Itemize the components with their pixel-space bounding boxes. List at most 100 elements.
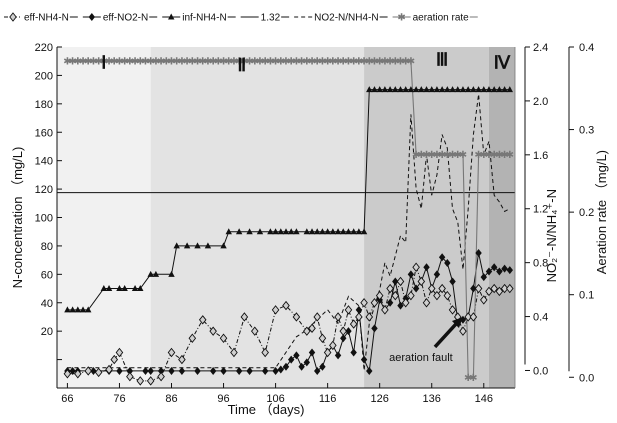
y-right1-tick-label-2: 0.8	[533, 258, 548, 270]
point-inf-nh4-n-41	[366, 86, 373, 93]
point-eff-nh4-n-4	[105, 364, 113, 375]
point-aeration-rate-9: ✱	[110, 57, 118, 68]
point-eff-no2-n-17	[246, 366, 253, 375]
point-eff-nh4-n-43	[401, 298, 410, 308]
point-eff-nh4-n-31	[339, 326, 348, 336]
point-aeration-rate-67: ✱	[412, 150, 420, 161]
point-aeration-rate-33: ✱	[235, 57, 243, 68]
legend-marker-eff-nh4-n	[9, 12, 17, 22]
point-inf-nh4-n-15	[183, 242, 191, 249]
point-eff-nh4-n-46	[417, 276, 426, 287]
point-aeration-rate-23: ✱	[183, 57, 191, 68]
point-eff-nh4-n-33	[349, 319, 358, 329]
point-eff-no2-n-52	[444, 258, 451, 267]
point-eff-nh4-n-49	[433, 290, 441, 301]
annotation-text: aeration fault	[389, 352, 453, 364]
y-left-tick-label-10: 200	[35, 70, 53, 82]
point-eff-no2-n-63	[501, 264, 508, 273]
phase-label-2: Ⅱ	[237, 55, 246, 75]
point-aeration-rate-2: ✱	[74, 57, 82, 68]
point-eff-no2-n-57	[470, 284, 477, 293]
point-aeration-rate-0: ✱	[63, 57, 71, 68]
point-eff-nh4-n-35	[360, 298, 368, 308]
point-eff-no2-n-13	[194, 366, 201, 375]
point-aeration-rate-54: ✱	[344, 57, 352, 68]
point-eff-nh4-n-16	[219, 333, 228, 343]
y-left-tick-label-4: 80	[41, 241, 53, 253]
point-aeration-rate-52: ✱	[334, 57, 342, 68]
point-eff-nh4-n-50	[438, 283, 446, 294]
point-aeration-rate-45: ✱	[297, 57, 305, 68]
legend-label-no2-n-nh4-n: NO2-N/NH4-N	[314, 13, 378, 24]
point-inf-nh4-n-64	[485, 86, 493, 93]
point-inf-nh4-n-25	[277, 228, 284, 235]
point-inf-nh4-n-2	[74, 306, 82, 313]
legend-marker-eff-no2-n	[88, 13, 96, 21]
point-eff-no2-n-32	[340, 334, 347, 343]
annotation-arrow-head	[451, 316, 463, 328]
point-aeration-rate-81: ✱	[485, 150, 493, 161]
point-eff-nh4-n-0	[63, 369, 72, 379]
point-aeration-rate-15: ✱	[141, 57, 149, 68]
point-aeration-rate-74: ✱	[448, 150, 456, 161]
y-right1-tick-label-0: 0.0	[533, 365, 548, 377]
x-tick-label-6: 126	[371, 393, 389, 405]
point-aeration-rate-14: ✱	[136, 57, 144, 68]
x-tick-label-0: 66	[61, 393, 73, 405]
point-aeration-rate-55: ✱	[349, 57, 357, 68]
point-eff-nh4-n-29	[329, 340, 337, 351]
point-inf-nh4-n-57	[449, 86, 456, 93]
point-aeration-rate-28: ✱	[209, 57, 217, 68]
point-inf-nh4-n-13	[168, 270, 175, 277]
point-inf-nh4-n-40	[360, 228, 368, 235]
phase-label-4: Ⅳ	[494, 52, 511, 72]
point-eff-nh4-n-34	[355, 312, 363, 322]
point-eff-nh4-n-17	[230, 347, 238, 358]
y-right2-tick-label-2: 0.2	[579, 207, 594, 219]
point-aeration-rate-42: ✱	[282, 57, 290, 68]
point-eff-nh4-n-56	[469, 312, 478, 322]
y-right2-tick-label-1: 0.1	[579, 290, 594, 302]
point-inf-nh4-n-22	[256, 228, 264, 235]
legend-label-inf-nh4-n: inf-NH4-N	[182, 13, 226, 24]
point-aeration-rate-37: ✱	[256, 57, 264, 68]
point-eff-no2-n-11	[168, 366, 175, 375]
x-tick-label-7: 136	[423, 393, 441, 405]
point-aeration-rate-16: ✱	[146, 57, 154, 68]
point-aeration-rate-26: ✱	[199, 57, 207, 68]
point-aeration-rate-85: ✱	[506, 150, 514, 161]
point-aeration-rate-19: ✱	[162, 57, 170, 68]
phase-band-1	[57, 47, 151, 388]
point-eff-no2-n-42	[392, 277, 399, 286]
point-aeration-rate-5: ✱	[89, 57, 97, 68]
point-inf-nh4-n-24	[272, 228, 279, 235]
y-left-tick-label-9: 180	[35, 99, 53, 111]
point-inf-nh4-n-51	[418, 86, 425, 93]
point-aeration-rate-63: ✱	[391, 57, 399, 68]
point-eff-nh4-n-39	[381, 305, 389, 315]
point-eff-nh4-n-36	[365, 312, 374, 322]
point-eff-no2-n-50	[433, 270, 441, 279]
point-eff-no2-n-60	[485, 267, 493, 276]
point-inf-nh4-n-29	[303, 228, 311, 235]
point-eff-no2-n-24	[298, 362, 305, 371]
y-right1-tick-label-6: 2.4	[533, 42, 548, 54]
point-inf-nh4-n-0	[64, 306, 71, 313]
point-eff-no2-n-4	[90, 366, 97, 375]
point-eff-no2-n-12	[178, 366, 186, 375]
point-eff-no2-n-58	[475, 249, 482, 258]
point-aeration-rate-1: ✱	[68, 57, 76, 68]
point-aeration-rate-57: ✱	[360, 57, 368, 68]
point-inf-nh4-n-47	[397, 86, 404, 93]
legend-marker-aeration-rate: ✱	[397, 13, 405, 24]
point-eff-no2-n-48	[423, 263, 430, 272]
point-eff-nh4-n-27	[318, 333, 327, 343]
point-aeration-rate-25: ✱	[193, 57, 201, 68]
point-eff-no2-n-21	[282, 362, 290, 371]
point-inf-nh4-n-39	[355, 228, 363, 235]
point-eff-nh4-n-22	[282, 300, 290, 311]
point-inf-nh4-n-11	[147, 270, 154, 277]
point-aeration-rate-76: ✱	[459, 150, 467, 161]
legend-label-eff-no2-n: eff-NO2-N	[103, 13, 148, 24]
point-inf-nh4-n-27	[288, 228, 295, 235]
